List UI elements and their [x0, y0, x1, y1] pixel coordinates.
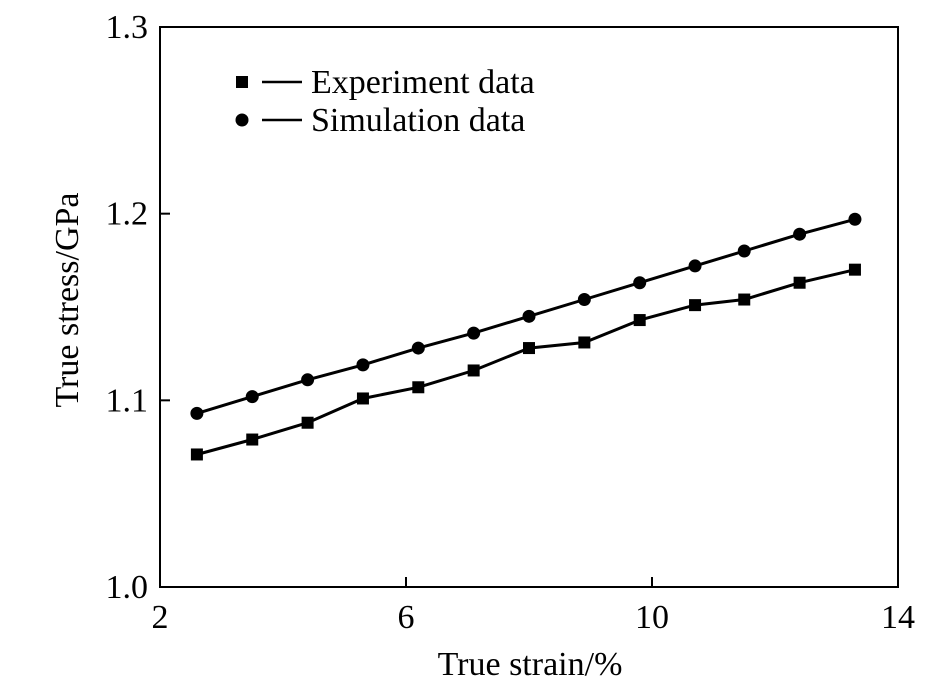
- data-point-square: [467, 364, 480, 377]
- data-point-square: [738, 293, 751, 306]
- data-point-square: [523, 342, 535, 355]
- series-markers: [190, 212, 862, 461]
- tick-labels: 2 6 10 14 1.0 1.1 1.2 1.3: [106, 9, 916, 636]
- data-point-circle: [356, 358, 370, 372]
- ticks: [160, 212, 653, 587]
- series-lines: [196, 217, 856, 456]
- legend-label: Experiment data: [311, 64, 535, 101]
- y-tick-label: 1.2: [106, 196, 149, 233]
- data-point-square: [190, 448, 203, 461]
- data-point-circle: [245, 390, 259, 404]
- data-point-square: [848, 263, 861, 276]
- data-point-square: [246, 433, 259, 446]
- data-point-square: [793, 276, 806, 289]
- data-point-square: [633, 314, 646, 327]
- data-point-circle: [633, 276, 647, 290]
- data-point-square: [578, 336, 591, 349]
- data-point-square: [412, 381, 425, 394]
- data-point-square: [301, 416, 314, 429]
- legend-label: Simulation data: [311, 102, 525, 139]
- data-point-circle: [467, 326, 481, 340]
- y-axis-label: True stress/GPa: [49, 192, 86, 407]
- legend-marker-square: [236, 76, 248, 88]
- data-point-circle: [737, 244, 751, 258]
- data-point-square: [356, 392, 369, 405]
- plot-frame: [159, 26, 899, 588]
- data-point-circle: [577, 293, 591, 307]
- data-point-circle: [688, 259, 702, 273]
- series-line-square: [196, 268, 856, 456]
- data-point-square: [689, 299, 702, 312]
- data-point-circle: [301, 373, 315, 387]
- x-tick-label: 2: [152, 599, 169, 636]
- data-point-circle: [522, 309, 536, 323]
- data-point-circle: [848, 212, 862, 226]
- legend-marker-circle: [235, 113, 249, 127]
- y-tick-label: 1.3: [106, 9, 149, 46]
- x-tick-label: 6: [398, 599, 415, 636]
- x-tick-label: 10: [635, 599, 669, 636]
- y-tick-label: 1.0: [106, 569, 149, 606]
- y-tick-label: 1.1: [106, 382, 149, 419]
- data-point-circle: [793, 227, 807, 241]
- x-axis-label: True strain/%: [438, 646, 623, 683]
- data-point-circle: [190, 406, 204, 420]
- data-point-circle: [411, 341, 425, 355]
- x-tick-label: 14: [881, 599, 915, 636]
